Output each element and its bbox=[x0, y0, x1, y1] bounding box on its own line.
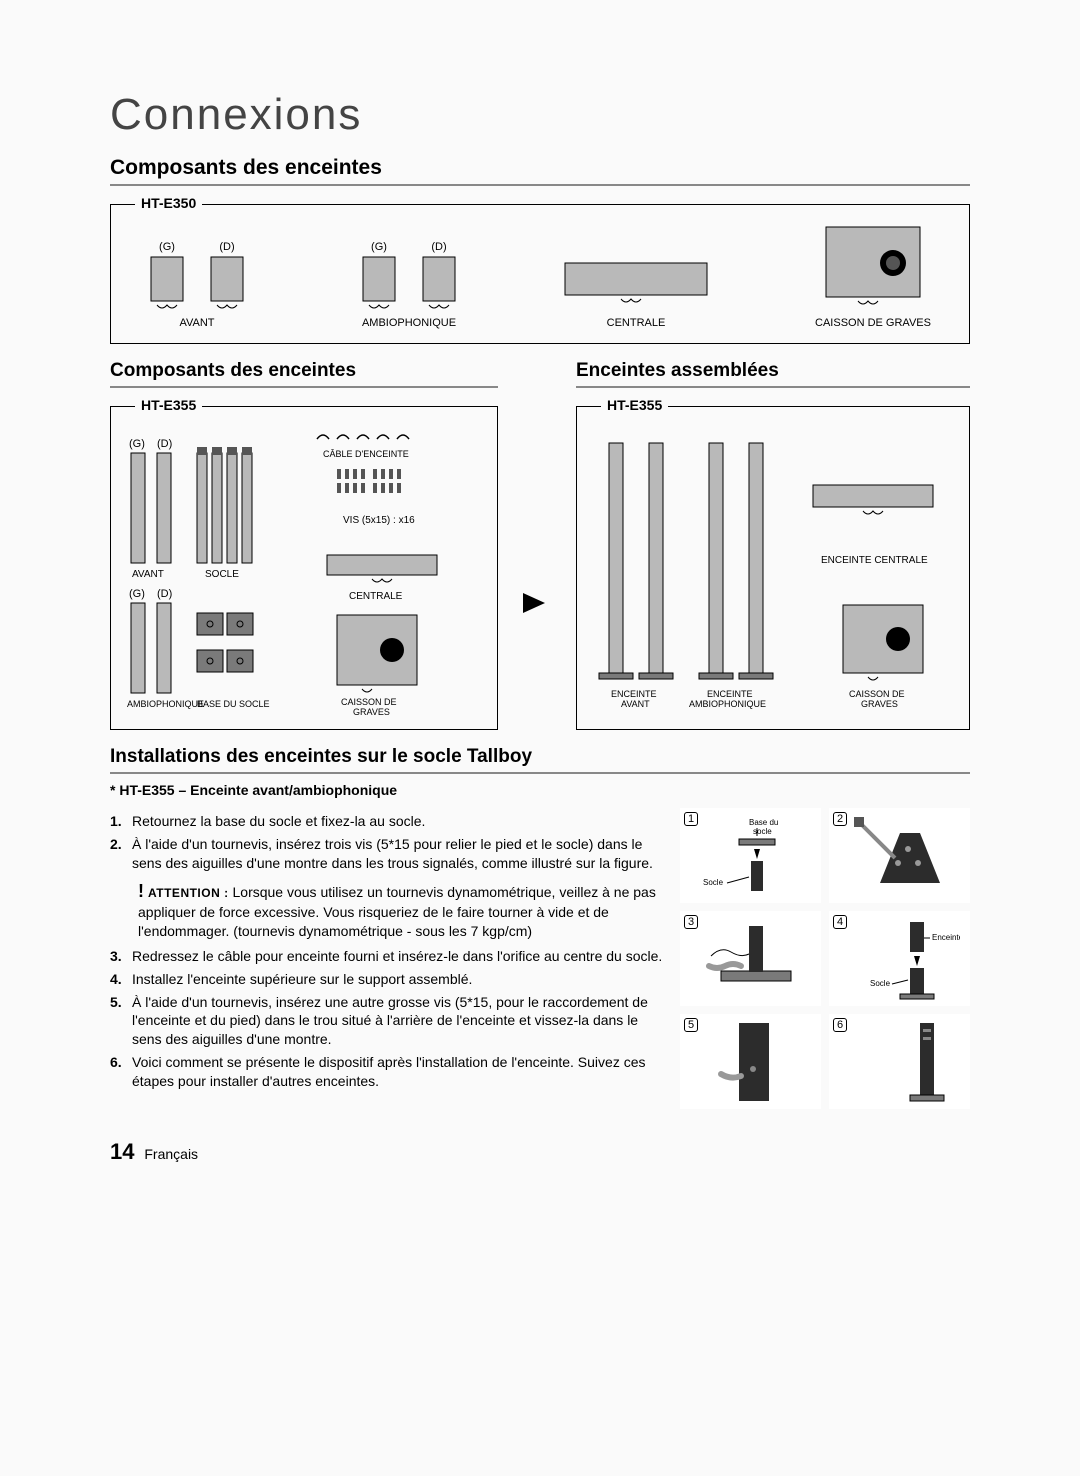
install-note: * HT-E355 – Enceinte avant/ambiophonique bbox=[110, 782, 970, 798]
step-3: 3.Redressez le câble pour enceinte fourn… bbox=[110, 947, 668, 966]
fig-6: 6 bbox=[829, 1014, 970, 1109]
fig-3: 3 bbox=[680, 911, 821, 1006]
badge-2: 2 bbox=[833, 812, 847, 826]
caption-ambio: AMBIOPHONIQUE bbox=[362, 317, 456, 329]
caption-avant: AVANT bbox=[179, 317, 214, 329]
svg-text:ENCEINTE CENTRALE: ENCEINTE CENTRALE bbox=[821, 555, 928, 566]
badge-3: 3 bbox=[684, 915, 698, 929]
label-d2: (D) bbox=[431, 241, 446, 253]
speaker-surround-right-icon bbox=[419, 253, 459, 313]
legend-e355-right: HT-E355 bbox=[601, 397, 668, 413]
box-ht-e350: HT-E350 (G) (D) bbox=[110, 204, 970, 344]
section-install: Installations des enceintes sur le socle… bbox=[110, 746, 970, 774]
box-ht-e355-components: HT-E355 (G) (D) AVANT SOCLE bbox=[110, 406, 498, 730]
svg-text:Socle: Socle bbox=[703, 878, 724, 887]
svg-text:CAISSON DE: CAISSON DE bbox=[849, 689, 905, 699]
step-6: 6.Voici comment se présente le dispositi… bbox=[110, 1053, 668, 1091]
legend-ht-e350: HT-E350 bbox=[135, 195, 202, 211]
arrow-right-icon bbox=[522, 469, 552, 617]
fig1-icon: Base du socle Socle bbox=[691, 813, 811, 898]
install-steps: 1.Retournez la base du socle et fixez-la… bbox=[110, 812, 668, 873]
svg-text:socle: socle bbox=[753, 827, 772, 836]
label-d: (D) bbox=[219, 241, 234, 253]
page-footer: 14 Français bbox=[110, 1139, 970, 1165]
badge-6: 6 bbox=[833, 1018, 847, 1032]
step-5: 5.À l'aide d'un tournevis, insérez une a… bbox=[110, 993, 668, 1050]
install-steps-cont: 3.Redressez le câble pour enceinte fourn… bbox=[110, 947, 668, 1091]
install-figures: 1 Base du socle Socle 2 3 bbox=[680, 808, 970, 1109]
svg-text:AMBIOPHONIQUE: AMBIOPHONIQUE bbox=[127, 699, 204, 709]
fig6-icon bbox=[840, 1019, 960, 1104]
svg-text:(G): (G) bbox=[129, 438, 145, 450]
svg-text:ENCEINTE: ENCEINTE bbox=[611, 689, 657, 699]
step-1: 1.Retournez la base du socle et fixez-la… bbox=[110, 812, 668, 831]
speaker-front-left-icon bbox=[147, 253, 187, 313]
caption-centrale: CENTRALE bbox=[607, 317, 666, 329]
svg-text:(D): (D) bbox=[157, 438, 172, 450]
fig-2: 2 bbox=[829, 808, 970, 903]
svg-text:ENCEINTE: ENCEINTE bbox=[707, 689, 753, 699]
fig5-icon bbox=[691, 1019, 811, 1104]
label-g2: (G) bbox=[371, 241, 387, 253]
svg-text:Enceinte: Enceinte bbox=[932, 933, 960, 942]
fig2-icon bbox=[840, 813, 960, 898]
section-assembled: Enceintes assemblées bbox=[576, 360, 970, 388]
svg-text:SOCLE: SOCLE bbox=[205, 569, 239, 580]
section-composants-2: Composants des enceintes bbox=[110, 360, 498, 388]
speaker-center-icon bbox=[561, 253, 711, 313]
fig-4: 4 Enceinte Socle bbox=[829, 911, 970, 1006]
svg-text:AVANT: AVANT bbox=[132, 569, 164, 580]
svg-text:AMBIOPHONIQUE: AMBIOPHONIQUE bbox=[689, 699, 766, 709]
attention-note: !ATTENTION : Lorsque vous utilisez un to… bbox=[138, 879, 668, 941]
e355-assembled-diagram: ENCEINTE CENTRALE ENCEINTE AVANT ENCEINT… bbox=[593, 425, 953, 715]
fig-5: 5 bbox=[680, 1014, 821, 1109]
step-4: 4.Installez l'enceinte supérieure sur le… bbox=[110, 970, 668, 989]
svg-text:GRAVES: GRAVES bbox=[861, 699, 898, 709]
svg-text:VIS (5x15) : x16: VIS (5x15) : x16 bbox=[343, 515, 415, 526]
badge-1: 1 bbox=[684, 812, 698, 826]
label-g: (G) bbox=[159, 241, 175, 253]
page-language: Français bbox=[144, 1146, 198, 1162]
svg-text:GRAVES: GRAVES bbox=[353, 707, 390, 715]
step-2: 2.À l'aide d'un tournevis, insérez trois… bbox=[110, 835, 668, 873]
speaker-surround-left-icon bbox=[359, 253, 399, 313]
svg-text:CAISSON DE: CAISSON DE bbox=[341, 697, 397, 707]
fig3-icon bbox=[691, 916, 811, 1001]
caption-caisson: CAISSON DE GRAVES bbox=[815, 317, 931, 329]
fig4-icon: Enceinte Socle bbox=[840, 916, 960, 1001]
svg-text:CÂBLE D'ENCEINTE: CÂBLE D'ENCEINTE bbox=[323, 449, 409, 459]
svg-text:Socle: Socle bbox=[870, 979, 891, 988]
badge-4: 4 bbox=[833, 915, 847, 929]
svg-text:(D): (D) bbox=[157, 588, 172, 600]
page-headline: Connexions bbox=[110, 90, 970, 140]
svg-text:(G): (G) bbox=[129, 588, 145, 600]
svg-text:Base du: Base du bbox=[749, 818, 778, 827]
legend-e355-left: HT-E355 bbox=[135, 397, 202, 413]
fig-1: 1 Base du socle Socle bbox=[680, 808, 821, 903]
svg-text:CENTRALE: CENTRALE bbox=[349, 591, 403, 602]
section-composants-1: Composants des enceintes bbox=[110, 156, 970, 186]
badge-5: 5 bbox=[684, 1018, 698, 1032]
page-number: 14 bbox=[110, 1139, 134, 1164]
svg-text:BASE DU SOCLE: BASE DU SOCLE bbox=[197, 699, 270, 709]
subwoofer-icon bbox=[818, 223, 928, 313]
box-ht-e355-assembled: HT-E355 ENCEINTE CENTRALE ENCEINTE bbox=[576, 406, 970, 730]
svg-text:AVANT: AVANT bbox=[621, 699, 650, 709]
e355-components-diagram: (G) (D) AVANT SOCLE CÂBLE D'ENC bbox=[127, 425, 457, 715]
speaker-front-right-icon bbox=[207, 253, 247, 313]
